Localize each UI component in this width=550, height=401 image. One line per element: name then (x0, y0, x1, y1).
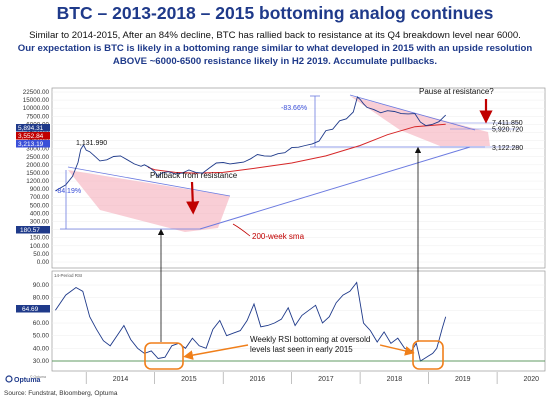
price-tick-label: 2500.00 (26, 154, 49, 161)
price-tag-current-text: 5,894.31 (18, 125, 44, 132)
price-tick-label: 400.00 (30, 210, 50, 217)
price-tick-label: 10000.00 (23, 105, 50, 112)
annotation-pause: Pause at resistance? (419, 87, 494, 96)
price-tick-label: 50.00 (33, 251, 49, 258)
price-tag-trend (16, 140, 50, 148)
subtitle-line-2: Our expectation is BTC is likely in a bo… (17, 43, 533, 67)
rsi-tick-label: 80.00 (33, 295, 50, 302)
year-tick-label: 2014 (113, 376, 129, 383)
price-tick-label: 300.00 (30, 219, 50, 226)
price-tick-label: 0.00 (37, 259, 50, 266)
price-tick-label: 3000.00 (26, 146, 49, 153)
year-tick-label: 2019 (455, 376, 471, 383)
year-tick-label: 2016 (250, 376, 266, 383)
rsi-arrow-left (183, 344, 249, 360)
price-tick-label: 15000.00 (23, 97, 50, 104)
annotation-rsi-line2: levels last seen in early 2015 (250, 345, 353, 354)
rsi-tick-label: 90.00 (33, 282, 50, 289)
year-tick-label: 2017 (318, 376, 334, 383)
rsi-tick-label: 40.00 (33, 345, 50, 352)
price-line (55, 96, 447, 192)
rsi-gridlines (52, 284, 545, 362)
chart-title: BTC – 2013-2018 – 2015 bottoming analog … (56, 3, 494, 23)
price-tag-trend-text: 3,213.19 (18, 141, 44, 148)
year-tick-label: 2015 (181, 376, 197, 383)
label-3122: 3,122.280 (492, 145, 523, 152)
annotation-rsi-line1: Weekly RSI bottoming at oversold (250, 335, 370, 344)
price-tag-sma (16, 132, 50, 140)
sma-line (147, 123, 446, 174)
resistance-line-2018 (349, 94, 476, 131)
annotation-pullback: Pullback from resistance (150, 171, 238, 180)
copyright: © Optuma (30, 375, 46, 379)
price-tick-label: 900.00 (30, 186, 50, 193)
decline-band-2014 (68, 170, 230, 232)
price-tick-label: 7500.00 (26, 113, 49, 120)
rsi-tick-label: 30.00 (33, 358, 50, 365)
label-7411: 7,411.850 (492, 120, 523, 127)
rsi-tag-text: 64.69 (22, 306, 39, 313)
price-panel (51, 87, 546, 269)
price-tag-current (16, 124, 50, 132)
year-tick-label: 2020 (524, 376, 540, 383)
decline-label-2018: -83.66% (281, 105, 307, 112)
decline-label-2014: -84.19% (55, 188, 81, 195)
label-5920: 5,920.720 (492, 127, 523, 134)
label-2013-high: 1,131.990 (76, 140, 107, 147)
rsi-tick-label: 50.00 (33, 333, 50, 340)
source-note: Source: Fundstrat, Bloomberg, Optuma (4, 390, 118, 397)
price-tag-low-text: 180.57 (20, 227, 40, 234)
price-tick-label: 100.00 (30, 243, 50, 250)
optuma-logo: Optuma (14, 377, 41, 384)
price-tick-label: 150.00 (30, 235, 50, 242)
resistance-line-2014 (67, 166, 231, 197)
time-axis-ticks: 2014 2015 2016 2017 2018 2019 2020 (85, 372, 540, 384)
price-tick-label: 22500.00 (23, 89, 50, 96)
pullback-arrow (186, 181, 200, 215)
rising-trendline (199, 146, 471, 230)
annotation-sma: 200-week sma (252, 232, 305, 241)
rsi-arrow-right (379, 344, 415, 356)
price-tick-label: 1500.00 (26, 170, 49, 177)
price-tick-label: 1200.00 (26, 178, 49, 185)
rsi-tick-label: 60.00 (33, 320, 50, 327)
rsi-tag (16, 305, 50, 313)
price-tick-label: 2000.00 (26, 162, 49, 169)
optuma-logo-icon (5, 375, 13, 383)
rsi-panel-label: 14-Period RSI (54, 273, 82, 278)
subtitle-line-1: Similar to 2014-2015, After an 84% decli… (29, 30, 521, 41)
price-tick-label: 500.00 (30, 202, 50, 209)
price-tag-sma-text: 3,552.84 (18, 133, 44, 140)
rsi-line (55, 281, 447, 362)
price-tick-label: 700.00 (30, 194, 50, 201)
price-tag-low (16, 226, 50, 234)
rsi-highlight-2015 (144, 342, 184, 370)
price-axis-ticks: 22500.0015000.0010000.007500.006000.0045… (23, 89, 50, 266)
year-tick-label: 2018 (387, 376, 403, 383)
